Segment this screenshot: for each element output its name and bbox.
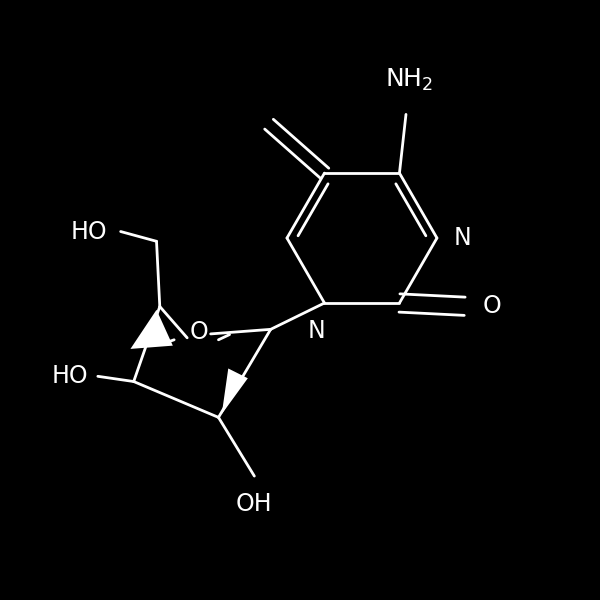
Text: N: N bbox=[308, 319, 326, 343]
Text: OH: OH bbox=[236, 493, 272, 517]
Text: O: O bbox=[483, 294, 502, 318]
Text: HO: HO bbox=[71, 220, 107, 244]
Text: NH$_2$: NH$_2$ bbox=[385, 67, 433, 93]
Text: O: O bbox=[190, 320, 208, 344]
Text: N: N bbox=[453, 226, 471, 250]
Polygon shape bbox=[222, 368, 248, 414]
Text: HO: HO bbox=[52, 364, 88, 388]
Polygon shape bbox=[130, 310, 173, 349]
